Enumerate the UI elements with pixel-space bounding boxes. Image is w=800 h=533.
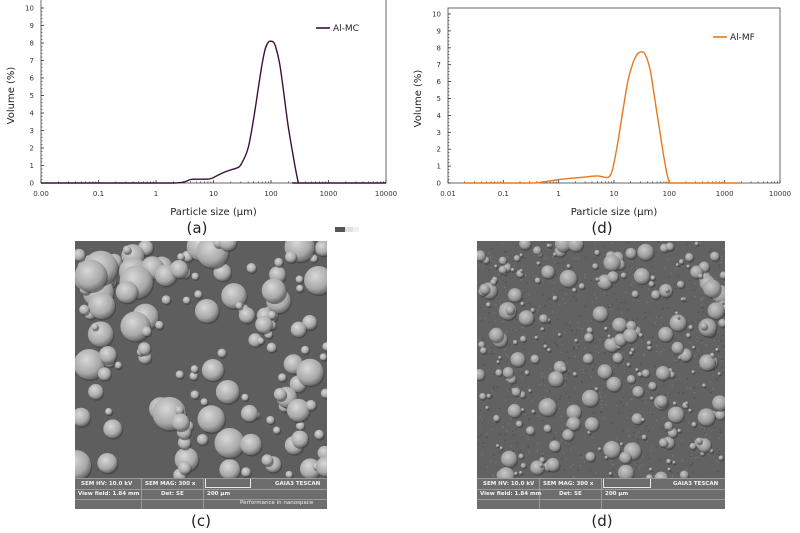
sem-det: Det: SE bbox=[559, 491, 582, 497]
caption-c: (c) bbox=[191, 512, 211, 530]
sem-image-d: SEM HV: 10.0 kV View field: 1.84 mm SEM … bbox=[477, 241, 725, 509]
x-tick-label: 0.1 bbox=[93, 190, 104, 198]
sem-brand: GAIA3 TESCAN bbox=[673, 481, 719, 487]
y-tick-label: 9 bbox=[437, 27, 441, 35]
x-axis-title: Particle size (µm) bbox=[571, 207, 658, 218]
caption-b: (d) bbox=[591, 219, 613, 237]
y-tick-label: 8 bbox=[437, 44, 441, 52]
watermark-mark bbox=[335, 219, 363, 232]
sem-scale-bar bbox=[603, 479, 651, 488]
y-tick-label: 3 bbox=[437, 129, 441, 137]
sem-footer: Performance in nanospace bbox=[240, 500, 314, 506]
x-tick-label: 0.1 bbox=[498, 190, 509, 198]
legend-label: Al-MF bbox=[730, 33, 755, 43]
y-tick-label: 1 bbox=[30, 162, 34, 170]
chart-a-particle-size-al-mc: 0 1 2 3 4 5 6 7 8 9 10 0.00 0.1 1 10 100 1000 10000 Partic… bbox=[0, 0, 400, 218]
sem-brand: GAIA3 TESCAN bbox=[275, 481, 321, 487]
series-line-al-mc bbox=[41, 40, 386, 184]
x-tick-label: 10000 bbox=[769, 190, 791, 198]
sem-hv: SEM HV: 10.0 kV bbox=[81, 481, 133, 487]
x-tick-label: 1 bbox=[154, 190, 158, 198]
chart-b-particle-size-al-mf: 0 1 2 3 4 5 6 7 8 9 10 0.01 0.1 1 10 100 1000 10000 Partic… bbox=[400, 0, 800, 218]
y-tick-label: 0 bbox=[437, 180, 441, 188]
x-tick-label: 1000 bbox=[716, 190, 734, 198]
y-tick-label: 8 bbox=[30, 40, 34, 48]
y-tick-label: 5 bbox=[30, 92, 34, 100]
sem-hv: SEM HV: 10.0 kV bbox=[483, 481, 535, 487]
y-tick-label: 9 bbox=[30, 22, 34, 30]
sem-mag: SEM MAG: 300 x bbox=[543, 481, 594, 487]
y-tick-label: 3 bbox=[30, 127, 34, 135]
y-axis-title: Volume (%) bbox=[413, 70, 424, 128]
y-tick-label: 4 bbox=[30, 110, 35, 118]
x-tick-label: 1000 bbox=[320, 190, 338, 198]
x-tick-label: 0.00 bbox=[33, 190, 49, 198]
legend-label: Al-MC bbox=[333, 24, 359, 34]
y-tick-label: 6 bbox=[30, 75, 35, 83]
sem-info-bar-d: SEM HV: 10.0 kV View field: 1.84 mm SEM … bbox=[477, 478, 725, 509]
chart-b-svg: 0 1 2 3 4 5 6 7 8 9 10 0.01 0.1 1 10 100 1000 10000 Partic… bbox=[413, 7, 791, 218]
y-tick-label: 2 bbox=[30, 145, 34, 153]
sem-view-field: View field: 1.84 mm bbox=[480, 491, 542, 497]
caption-d: (d) bbox=[591, 512, 613, 530]
sem-particles-d bbox=[477, 241, 725, 479]
sem-view-field: View field: 1.84 mm bbox=[78, 491, 140, 497]
series-line-al-mf bbox=[464, 51, 742, 184]
y-tick-label: 0 bbox=[30, 180, 34, 188]
sem-det: Det: SE bbox=[161, 491, 184, 497]
x-tick-label: 100 bbox=[264, 190, 277, 198]
x-tick-label: 1 bbox=[556, 190, 560, 198]
y-tick-label: 5 bbox=[437, 95, 441, 103]
sem-image-c: SEM HV: 10.0 kV View field: 1.84 mm SEM … bbox=[75, 241, 327, 509]
y-tick-label: 7 bbox=[437, 61, 441, 69]
sem-scale-label: 200 µm bbox=[605, 491, 629, 497]
sem-particles-c bbox=[75, 241, 327, 479]
sem-info-bar-c: SEM HV: 10.0 kV View field: 1.84 mm SEM … bbox=[75, 478, 327, 509]
y-tick-label: 7 bbox=[30, 57, 34, 65]
y-axis-title: Volume (%) bbox=[6, 67, 17, 125]
y-tick-label: 4 bbox=[437, 112, 442, 120]
y-tick-label: 6 bbox=[437, 78, 442, 86]
y-tick-label: 2 bbox=[437, 146, 441, 154]
x-tick-label: 10000 bbox=[375, 190, 397, 198]
chart-a-svg: 0 1 2 3 4 5 6 7 8 9 10 0.00 0.1 1 10 100 1000 10000 Partic… bbox=[6, 0, 397, 218]
sem-mag: SEM MAG: 300 x bbox=[145, 481, 196, 487]
caption-a: (a) bbox=[186, 219, 208, 237]
x-tick-label: 10 bbox=[610, 190, 619, 198]
x-tick-label: 10 bbox=[209, 190, 218, 198]
y-tick-label: 10 bbox=[25, 5, 34, 13]
sem-scale-bar bbox=[205, 479, 251, 488]
sem-scale-label: 200 µm bbox=[207, 491, 231, 497]
x-axis-title: Particle size (µm) bbox=[170, 207, 257, 218]
x-tick-label: 0.01 bbox=[440, 190, 456, 198]
y-tick-label: 1 bbox=[437, 163, 441, 171]
x-tick-label: 100 bbox=[663, 190, 676, 198]
y-tick-label: 10 bbox=[432, 11, 441, 19]
